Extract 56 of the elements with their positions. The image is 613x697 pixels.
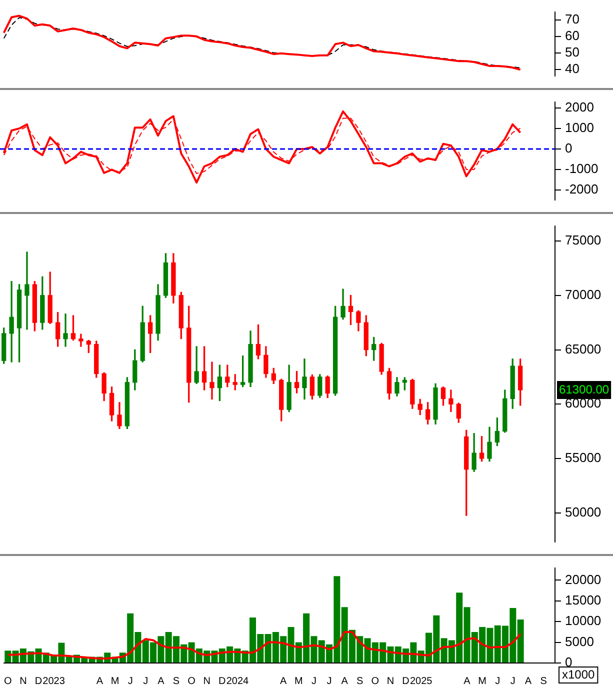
x-tick-label: A: [96, 676, 104, 687]
x-tick-label: O: [371, 676, 380, 687]
y-tick-label: -2000: [565, 182, 598, 197]
x-tick-label: D: [34, 676, 42, 687]
x-tick-label: A: [464, 676, 471, 687]
y-tick-label: 65000: [565, 341, 602, 356]
y-tick-label: -1000: [565, 161, 598, 176]
y-tick-label: 70: [565, 12, 580, 27]
y-tick-label: 5000: [565, 634, 594, 649]
candlestick: [24, 252, 30, 330]
candlestick: [78, 334, 84, 347]
x-tick-label: N: [203, 676, 210, 687]
x-tick-label: M: [110, 676, 120, 687]
y-tick-label: 60: [565, 28, 580, 44]
candlestick: [210, 362, 214, 400]
x-tick-label: D: [218, 676, 226, 687]
y-tick-label: 75000: [565, 232, 602, 248]
y-tick-label: 2000: [565, 100, 594, 115]
x-tick-label: J: [326, 676, 332, 687]
x-tick-label: J: [311, 676, 316, 687]
x-tick-label: 2024: [226, 676, 250, 687]
y-tick-label: 20000: [565, 572, 602, 587]
x-tick-label: N: [386, 676, 394, 687]
x-tick-label: 2023: [42, 676, 66, 687]
x-tick-label: A: [158, 676, 165, 687]
x-tick-label: J: [143, 676, 148, 687]
y-tick-label: 0: [565, 140, 572, 156]
x-tick-label: S: [540, 676, 548, 687]
y-tick-label: 40: [565, 61, 580, 76]
y-tick-label: 10000: [565, 613, 602, 628]
x-tick-label: J: [128, 676, 133, 687]
x-tick-label: N: [20, 676, 27, 687]
y-tick-label: 55000: [565, 450, 602, 466]
x-tick-label: S: [356, 676, 364, 687]
x-tick-label: O: [188, 676, 196, 687]
candlestick: [9, 281, 14, 362]
y-tick-label: 50: [565, 44, 580, 60]
text: 61300.00: [559, 382, 610, 396]
text: x1000: [562, 667, 596, 682]
x-tick-label: D: [402, 676, 410, 687]
y-tick-label: 15000: [565, 592, 602, 608]
y-tick-label: 50000: [565, 504, 602, 520]
x-tick-label: J: [510, 676, 516, 687]
y-tick-label: 70000: [565, 286, 602, 302]
x-tick-label: A: [524, 676, 532, 687]
x-tick-label: 2025: [410, 676, 433, 687]
y-tick-label: 1000: [565, 120, 594, 136]
x-tick-label: O: [4, 676, 12, 687]
y-tick-label: 0: [565, 654, 572, 670]
x-tick-label: A: [280, 676, 288, 687]
x-tick-label: S: [172, 676, 180, 687]
x-tick-label: J: [495, 676, 500, 687]
x-tick-label: M: [478, 676, 486, 687]
x-tick-label: A: [341, 676, 348, 687]
x-tick-label: M: [294, 676, 303, 687]
candlestick: [63, 314, 68, 347]
